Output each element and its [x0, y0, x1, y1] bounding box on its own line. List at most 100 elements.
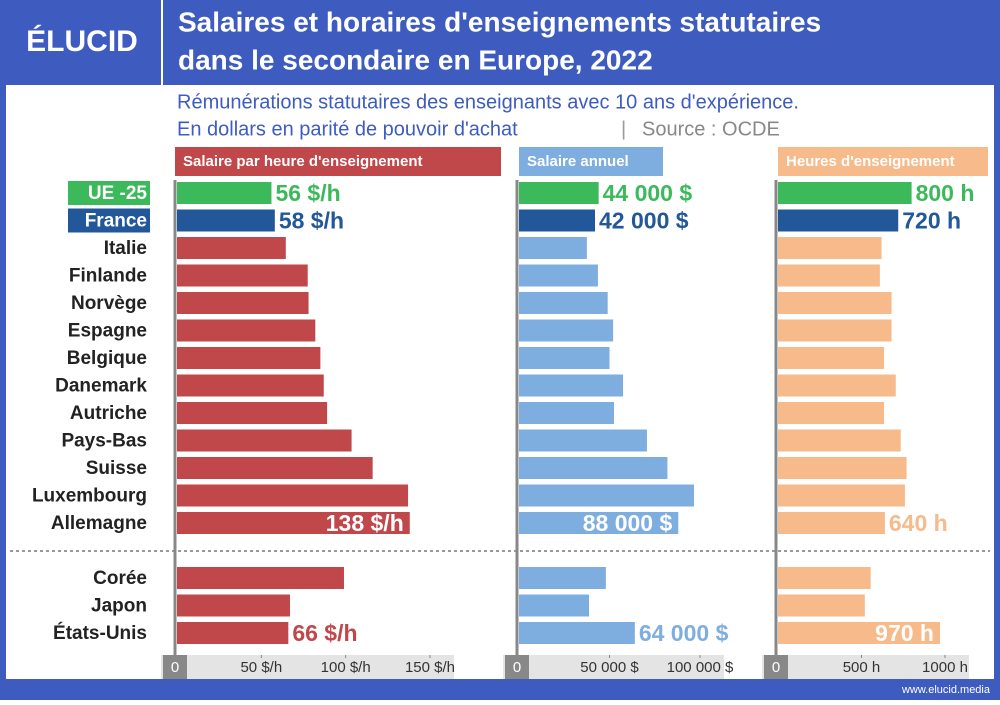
value-label: 138 $/h	[326, 510, 404, 536]
bar	[519, 484, 695, 507]
bar	[519, 292, 608, 314]
bar	[778, 237, 882, 259]
bar	[778, 264, 880, 287]
category-label: Italie	[104, 238, 147, 259]
bar	[519, 567, 606, 589]
x-tick-label: 0	[171, 659, 179, 676]
category-label: États-Unis	[53, 622, 147, 644]
value-label: 56 $/h	[275, 180, 340, 206]
bar	[519, 622, 635, 644]
category-label: Pays-Bas	[61, 431, 147, 452]
x-tick-label: 0	[513, 659, 521, 676]
value-label: 58 $/h	[279, 208, 344, 234]
category-label: UE -25	[88, 183, 148, 204]
bar	[778, 567, 871, 589]
bar	[177, 209, 275, 232]
bar	[519, 209, 596, 232]
bar	[177, 567, 344, 589]
category-label: Finlande	[69, 266, 147, 287]
bar	[177, 182, 272, 204]
value-label: 88 000 $	[583, 510, 673, 536]
category-box	[68, 208, 150, 233]
bar	[177, 512, 410, 534]
x-tick-label: 100 $/h	[321, 659, 371, 676]
panel-title: Salaire annuel	[527, 153, 629, 170]
bar	[519, 347, 610, 369]
axis-band	[503, 655, 724, 679]
value-label: 66 $/h	[292, 620, 357, 646]
value-label: 720 h	[902, 208, 961, 234]
bar	[177, 402, 328, 424]
bar	[778, 292, 892, 314]
value-label: 800 h	[916, 180, 975, 206]
bar	[778, 319, 892, 342]
panel-title: Heures d'enseignement	[786, 153, 955, 170]
category-label: France	[85, 211, 147, 232]
axis-band	[161, 655, 454, 679]
category-label: Danemark	[55, 376, 147, 397]
value-label: 970 h	[875, 620, 934, 646]
panel-title: Salaire par heure d'enseignement	[183, 153, 423, 170]
bar	[778, 622, 940, 644]
x-tick-label: 500 h	[843, 659, 881, 676]
subtitle: Rémunérations statutaires des enseignant…	[177, 91, 799, 113]
bar	[177, 484, 409, 507]
bar	[177, 594, 291, 617]
bar	[778, 209, 899, 232]
bar	[177, 347, 321, 369]
bar	[519, 402, 615, 424]
bar	[177, 429, 352, 452]
bar	[778, 429, 901, 452]
x-tick-label: 50 $/h	[240, 659, 282, 676]
bar	[177, 457, 373, 479]
category-label: Corée	[93, 568, 147, 589]
title: dans le secondaire en Europe, 2022	[178, 44, 653, 75]
category-label: Autriche	[70, 403, 147, 424]
bar	[778, 402, 885, 424]
axis-band	[762, 655, 969, 679]
bar	[519, 374, 624, 397]
category-label: Japon	[91, 596, 147, 617]
bar	[778, 182, 912, 204]
bar	[177, 319, 316, 342]
bar	[177, 264, 308, 287]
tick-box	[163, 655, 187, 679]
category-label: Norvège	[71, 293, 147, 314]
x-tick-label: 50 000 $	[580, 659, 639, 676]
category-box	[68, 181, 150, 205]
x-tick-label: 100 000 $	[667, 659, 734, 676]
category-label: Luxembourg	[32, 486, 147, 507]
panel-header	[175, 147, 501, 176]
tick-box	[764, 655, 788, 679]
footer: www.elucid.media	[901, 684, 991, 696]
note: En dollars en parité de pouvoir d'achat	[177, 118, 518, 140]
x-tick-label: 0	[772, 659, 780, 676]
bar	[177, 292, 309, 314]
bar	[519, 457, 668, 479]
title: Salaires et horaires d'enseignements sta…	[178, 6, 821, 37]
category-label: Allemagne	[51, 513, 147, 534]
panel-header	[778, 147, 988, 176]
value-label: 640 h	[889, 510, 948, 536]
bar	[778, 484, 905, 507]
bar	[177, 237, 286, 259]
logo: ÉLUCID	[26, 24, 138, 58]
bar	[519, 512, 679, 534]
bar	[778, 457, 907, 479]
category-label: Espagne	[68, 321, 147, 342]
tick-box	[505, 655, 529, 679]
source: Source : OCDE	[642, 118, 780, 140]
panel-header	[519, 147, 663, 176]
value-label: 42 000 $	[599, 208, 689, 234]
bar	[519, 237, 587, 259]
category-label: Belgique	[67, 348, 147, 369]
bar	[778, 512, 885, 534]
value-label: 64 000 $	[639, 620, 729, 646]
bar	[519, 594, 590, 617]
bar	[778, 347, 885, 369]
bar	[519, 182, 599, 204]
bar	[177, 374, 324, 397]
bar	[778, 374, 896, 397]
x-tick-label: 150 $/h	[405, 659, 455, 676]
